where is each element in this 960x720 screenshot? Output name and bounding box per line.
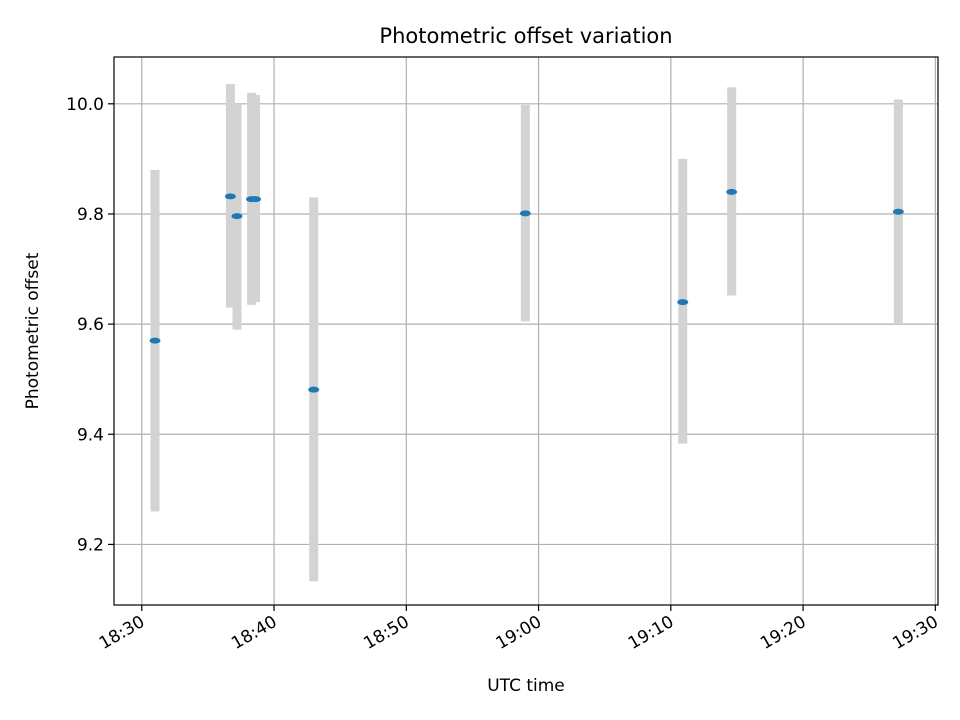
x-axis-label: UTC time xyxy=(487,676,565,696)
x-tick-label: 18:40 xyxy=(228,612,280,654)
x-axis-ticks: 18:30 18:40 18:50 19:00 19:10 19:20 19:30 xyxy=(96,605,942,654)
chart-title: Photometric offset variation xyxy=(379,24,672,48)
y-tick-label: 9.6 xyxy=(77,315,104,335)
y-tick-label: 9.8 xyxy=(77,205,104,225)
data-point xyxy=(677,299,688,305)
error-bars xyxy=(151,84,903,581)
data-point xyxy=(308,387,319,393)
x-tick-label: 19:00 xyxy=(493,612,545,654)
x-tick-label: 18:30 xyxy=(96,612,148,654)
y-axis-ticks: 9.2 9.4 9.6 9.8 10.0 xyxy=(66,95,114,556)
y-tick-label: 10.0 xyxy=(66,95,104,115)
data-point xyxy=(150,338,161,344)
y-axis-label: Photometric offset xyxy=(23,252,43,409)
y-tick-label: 9.4 xyxy=(77,425,104,445)
data-point xyxy=(250,196,261,202)
x-tick-label: 19:30 xyxy=(889,612,941,654)
x-tick-label: 19:10 xyxy=(625,612,677,654)
data-point xyxy=(232,213,243,219)
data-point xyxy=(520,210,531,216)
y-tick-label: 9.2 xyxy=(77,535,104,555)
x-tick-label: 18:50 xyxy=(360,612,412,654)
data-point xyxy=(726,189,737,195)
x-tick-label: 19:20 xyxy=(757,612,809,654)
data-point xyxy=(225,193,236,199)
data-point xyxy=(893,209,904,215)
